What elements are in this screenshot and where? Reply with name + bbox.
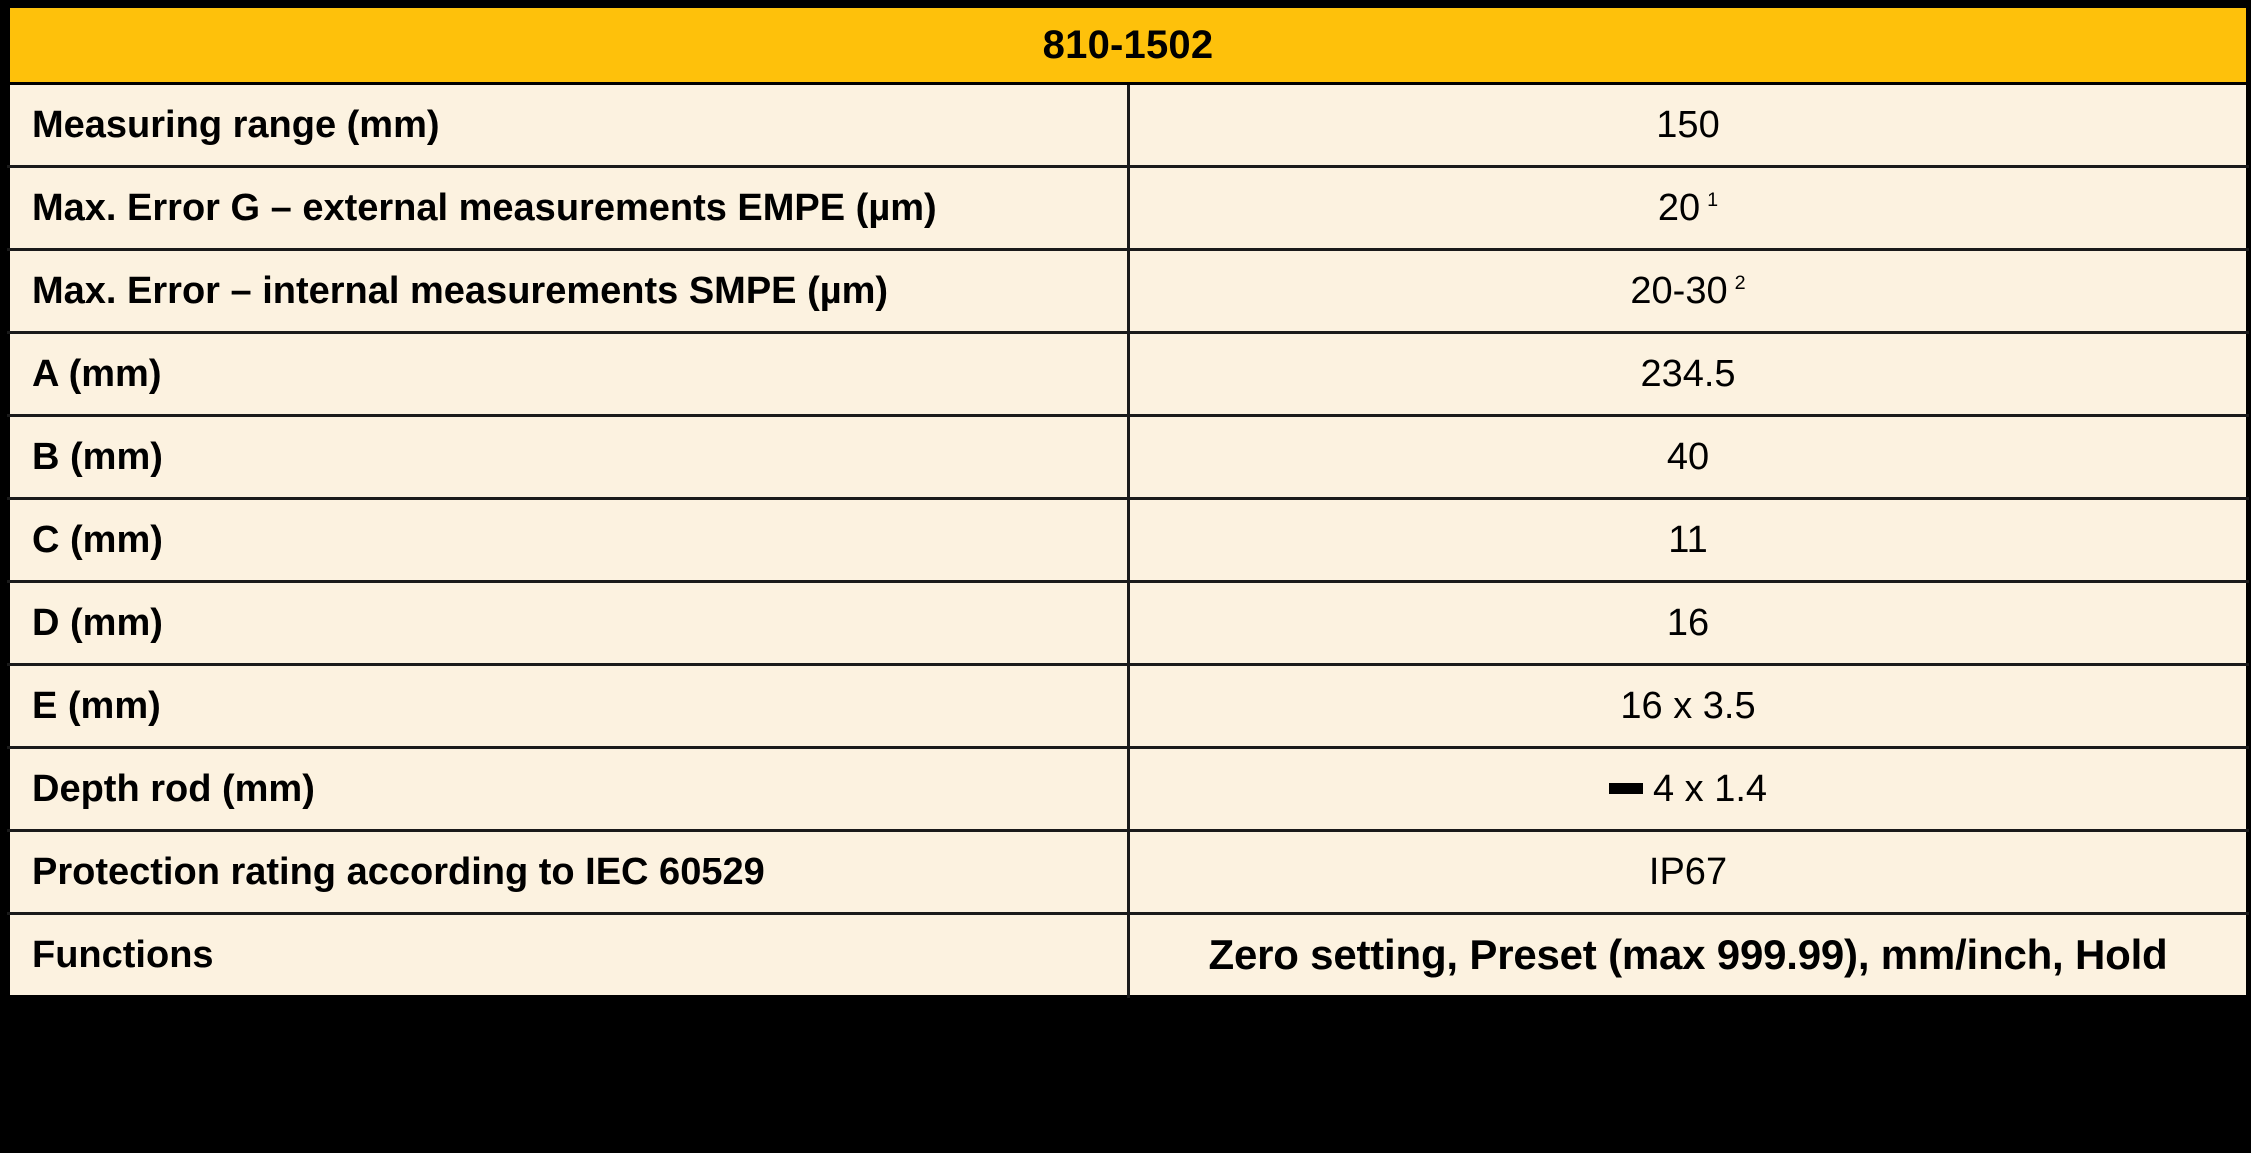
model-number-header: 810-1502: [8, 6, 2248, 85]
footnote-superscript: 1: [1707, 188, 1719, 211]
row-label: Max. Error – internal measurements SMPE …: [8, 248, 1130, 333]
row-value: 4 x 1.4: [1128, 746, 2248, 831]
row-value-text: 40: [1666, 435, 1710, 478]
row-label: A (mm): [8, 331, 1130, 416]
row-value: 40: [1128, 414, 2248, 499]
row-value-text: 20: [1657, 186, 1701, 229]
row-label: Measuring range (mm): [8, 83, 1130, 167]
row-value-text: 16: [1666, 601, 1710, 644]
row-value-text: 4 x 1.4: [1652, 767, 1768, 810]
row-label: D (mm): [8, 580, 1130, 665]
table-row: A (mm) 234.5: [8, 331, 2248, 416]
row-value: 20 1: [1128, 165, 2248, 250]
table-row: Functions Zero setting, Preset (max 999.…: [8, 912, 2248, 997]
row-value: 234.5: [1128, 331, 2248, 416]
row-label: Max. Error G – external measurements EMP…: [8, 165, 1130, 250]
row-value: 20-30 2: [1128, 248, 2248, 333]
row-value-text: 16 x 3.5: [1620, 684, 1756, 727]
row-value: 16 x 3.5: [1128, 663, 2248, 748]
row-value-text: Zero setting, Preset (max 999.99), mm/in…: [1208, 931, 2168, 978]
table-row: D (mm) 16: [8, 580, 2248, 665]
table-row: E (mm) 16 x 3.5: [8, 663, 2248, 748]
row-value: 16: [1128, 580, 2248, 665]
specification-table: 810-1502 Measuring range (mm) 150 Max. E…: [7, 5, 2249, 998]
row-label: C (mm): [8, 497, 1130, 582]
table-header-row: 810-1502: [8, 6, 2248, 85]
row-value: Zero setting, Preset (max 999.99), mm/in…: [1128, 912, 2248, 997]
row-label: E (mm): [8, 663, 1130, 748]
table-row: Max. Error G – external measurements EMP…: [8, 165, 2248, 250]
table-row: C (mm) 11: [8, 497, 2248, 582]
table-row: Max. Error – internal measurements SMPE …: [8, 248, 2248, 333]
table-body: Measuring range (mm) 150 Max. Error G – …: [8, 83, 2248, 997]
row-value: IP67: [1128, 829, 2248, 914]
row-value-text: IP67: [1648, 850, 1728, 893]
row-label: Depth rod (mm): [8, 746, 1130, 831]
row-value-text: 234.5: [1640, 352, 1736, 395]
row-value-text: 150: [1656, 103, 1720, 146]
table-row: B (mm) 40: [8, 414, 2248, 499]
row-value: 11: [1128, 497, 2248, 582]
table-row: Measuring range (mm) 150: [8, 83, 2248, 167]
row-label: Protection rating according to IEC 60529: [8, 829, 1130, 914]
row-value-text: 11: [1668, 518, 1708, 561]
diameter-symbol-icon: [1608, 782, 1643, 794]
footnote-superscript: 2: [1734, 271, 1746, 294]
row-label: B (mm): [8, 414, 1130, 499]
table-row: Depth rod (mm) 4 x 1.4: [8, 746, 2248, 831]
row-value: 150: [1128, 83, 2248, 167]
table-row: Protection rating according to IEC 60529…: [8, 829, 2248, 914]
row-value-text: 20-30: [1630, 269, 1728, 312]
row-label: Functions: [8, 912, 1130, 997]
